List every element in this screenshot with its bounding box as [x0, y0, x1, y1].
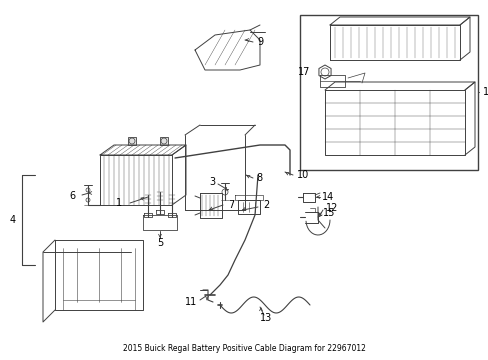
Text: 4: 4 [10, 215, 16, 225]
Text: 17: 17 [297, 67, 309, 77]
Text: 15: 15 [323, 208, 335, 218]
Bar [299, 15, 477, 170]
Text: 8: 8 [256, 173, 262, 183]
Text: 13: 13 [259, 313, 271, 323]
Text: 6: 6 [69, 191, 75, 201]
Text: 10: 10 [296, 170, 308, 180]
Text: 12: 12 [325, 203, 338, 213]
Text: 1: 1 [116, 198, 122, 208]
Bar [128, 137, 136, 145]
Text: 16: 16 [482, 87, 488, 97]
Text: 11: 11 [184, 297, 197, 307]
Bar [160, 137, 168, 145]
Text: 3: 3 [208, 177, 215, 187]
Text: 5: 5 [157, 238, 163, 248]
Text: 14: 14 [321, 192, 334, 202]
Text: 7: 7 [227, 200, 234, 210]
Text: 2015 Buick Regal Battery Positive Cable Diagram for 22967012: 2015 Buick Regal Battery Positive Cable … [122, 344, 365, 353]
Text: 2: 2 [263, 200, 269, 210]
Text: 9: 9 [257, 37, 263, 47]
